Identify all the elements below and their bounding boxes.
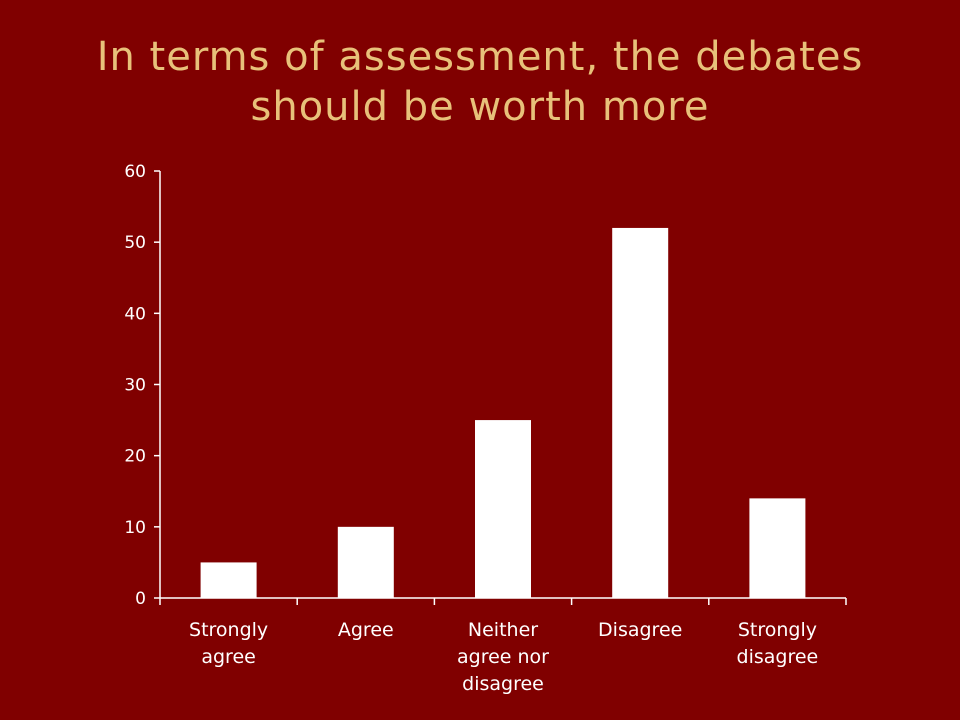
x-category-label: Strongly agree (189, 619, 268, 668)
bars-group (200, 227, 806, 598)
x-axis: Strongly agree Agree Neither agree nor disagr… (159, 597, 847, 695)
y-tick-label: 40 (124, 304, 146, 324)
y-tick-label: 0 (135, 589, 146, 609)
bar (612, 227, 669, 598)
x-category-label-line: Disagree (598, 619, 682, 641)
x-category-label-line: Neither (468, 619, 538, 641)
y-tick-label: 50 (124, 233, 146, 253)
bar (749, 498, 806, 598)
bar (337, 526, 394, 598)
slide-title-line-2: should be worth more (250, 84, 710, 130)
slide-title: In terms of assessment, the debates shou… (40, 32, 920, 132)
x-category-label-line: Strongly (738, 619, 817, 641)
y-axis: 0 10 20 30 40 50 60 (124, 162, 161, 609)
x-category-label-line: agree nor (457, 646, 549, 668)
x-category-label: Strongly disagree (737, 619, 819, 668)
x-category-label-line: agree (201, 646, 255, 668)
bar (200, 562, 257, 598)
x-category-label-line: Agree (338, 619, 394, 641)
x-category-label-line: disagree (462, 673, 544, 695)
x-category-label: Agree (338, 619, 394, 641)
y-tick-label: 20 (124, 447, 146, 467)
slide-title-line-1: In terms of assessment, the debates (96, 34, 864, 80)
x-category-label-line: disagree (737, 646, 819, 668)
x-category-label: Neither agree nor disagree (457, 619, 549, 695)
x-category-label: Disagree (598, 619, 682, 641)
y-tick-label: 10 (124, 518, 146, 538)
bar (475, 420, 531, 598)
y-tick-label: 30 (124, 376, 146, 396)
y-tick-label: 60 (124, 162, 146, 182)
x-category-label-line: Strongly (189, 619, 268, 641)
